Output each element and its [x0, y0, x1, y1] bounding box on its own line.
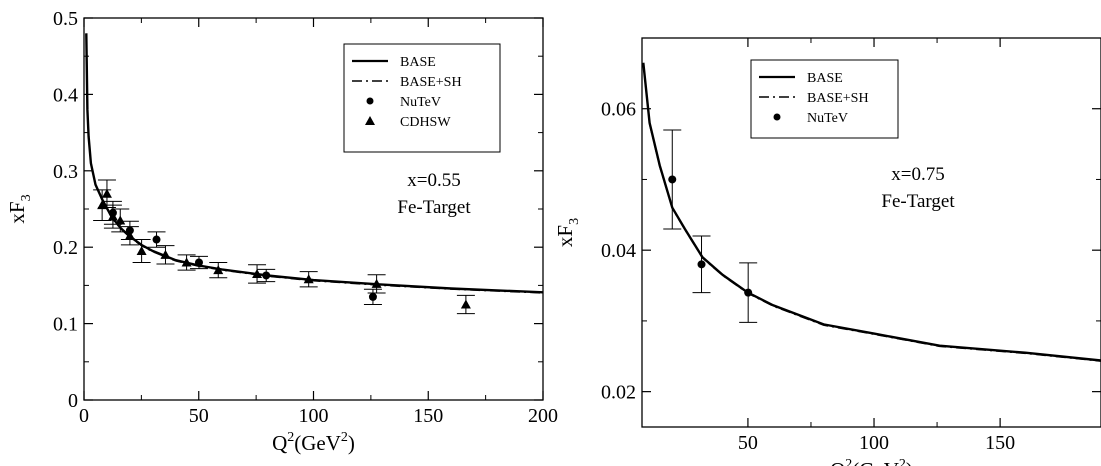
- x-tick-label: 200: [528, 405, 558, 427]
- data-point-nutev: [194, 258, 203, 267]
- chart-panel-1: 0 50 100 150 200 0 0.1 0.2 0.3 0.4 0.5 Q2(GeV2) xF3 B…: [5, 8, 558, 455]
- data-point-cdhsw: [107, 211, 118, 221]
- x-tick-label: 100: [859, 432, 889, 454]
- x-tick-label: 0: [79, 405, 89, 427]
- data-point-nutev: [744, 288, 753, 297]
- legend-label-base: BASE: [807, 71, 843, 86]
- legend-swatch-nutev: [366, 97, 374, 105]
- data-point-cdhsw: [160, 249, 171, 259]
- x-tick-label: 150: [985, 432, 1015, 454]
- data-point-nutev: [152, 235, 161, 244]
- y-tick-label: 0.2: [53, 237, 78, 259]
- y-tick-label: 0.02: [601, 382, 636, 404]
- plot-area: [85, 33, 543, 315]
- annotation-line-1: x=0.75: [891, 164, 944, 185]
- legend-label-base-sh: BASE+SH: [400, 75, 462, 90]
- data-point-cdhsw: [124, 230, 135, 240]
- data-point-cdhsw: [97, 200, 108, 210]
- data-point-cdhsw: [101, 188, 112, 198]
- data-point-nutev: [697, 260, 706, 269]
- data-point-nutev: [668, 175, 677, 184]
- y-tick-label: 0.06: [601, 99, 636, 121]
- y-axis-label: xF3: [553, 218, 582, 247]
- legend-label-cdhsw: CDHSW: [400, 115, 451, 130]
- data-point-cdhsw: [460, 299, 471, 309]
- x-tick-label: 100: [299, 405, 329, 427]
- legend: BASE BASE+SH NuTeV CDHSW: [343, 43, 501, 153]
- y-tick-label: 0.4: [53, 84, 78, 106]
- data-point-cdhsw: [115, 215, 126, 225]
- annotation-line-2: Fe-Target: [397, 197, 471, 218]
- legend-swatch-nutev: [773, 113, 781, 121]
- y-tick-label: 0.1: [53, 314, 78, 336]
- x-tick-label: 150: [413, 405, 443, 427]
- y-tick-label: 0: [68, 390, 78, 412]
- data-point-cdhsw: [371, 278, 382, 288]
- legend-swatch-cdhsw: [365, 116, 375, 125]
- legend-label-nutev: NuTeV: [807, 111, 848, 126]
- data-point-cdhsw: [303, 274, 314, 284]
- y-tick-label: 0.5: [53, 8, 78, 30]
- legend-box: [750, 59, 899, 139]
- data-point-nutev: [368, 292, 377, 301]
- data-point-cdhsw: [181, 257, 192, 267]
- y-tick-label: 0.04: [601, 240, 636, 262]
- annotation-line-1: x=0.55: [407, 170, 460, 191]
- legend-label-nutev: NuTeV: [400, 95, 441, 110]
- x-tick-label: 50: [738, 432, 758, 454]
- y-tick-label: 0.3: [53, 161, 78, 183]
- annotation-line-2: Fe-Target: [881, 191, 955, 212]
- plot-area: [642, 62, 1101, 362]
- x-tick-label: 50: [189, 405, 209, 427]
- series-line-base-sh: [642, 64, 1101, 362]
- plot-frame: [641, 37, 1101, 428]
- chart-panel-2: 50 100 150 0.02 0.04 0.06 Q2(GeV2) xF3 BASE BASE+…: [553, 37, 1101, 466]
- data-point-cdhsw: [213, 265, 224, 275]
- data-point-cdhsw: [136, 246, 147, 256]
- data-point-nutev: [262, 271, 271, 280]
- x-axis-label: Q2(GeV2): [272, 430, 355, 455]
- x-axis-label: Q2(GeV2): [830, 457, 913, 466]
- y-axis-label: xF3: [5, 194, 34, 223]
- legend: BASE BASE+SH NuTeV: [750, 59, 899, 139]
- legend-label-base-sh: BASE+SH: [807, 91, 869, 106]
- legend-label-base: BASE: [400, 55, 436, 70]
- data-point-cdhsw: [252, 268, 263, 278]
